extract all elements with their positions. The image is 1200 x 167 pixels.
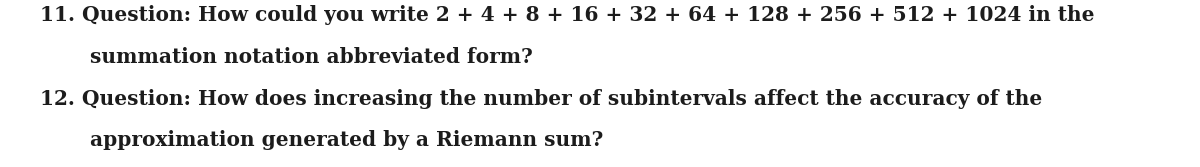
Text: 11. Question: How could you write 2 + 4 + 8 + 16 + 32 + 64 + 128 + 256 + 512 + 1: 11. Question: How could you write 2 + 4 …: [40, 5, 1094, 25]
Text: summation notation abbreviated form?: summation notation abbreviated form?: [90, 47, 533, 67]
Text: 12. Question: How does increasing the number of subintervals affect the accuracy: 12. Question: How does increasing the nu…: [40, 89, 1042, 109]
Text: approximation generated by a Riemann sum?: approximation generated by a Riemann sum…: [90, 130, 604, 150]
